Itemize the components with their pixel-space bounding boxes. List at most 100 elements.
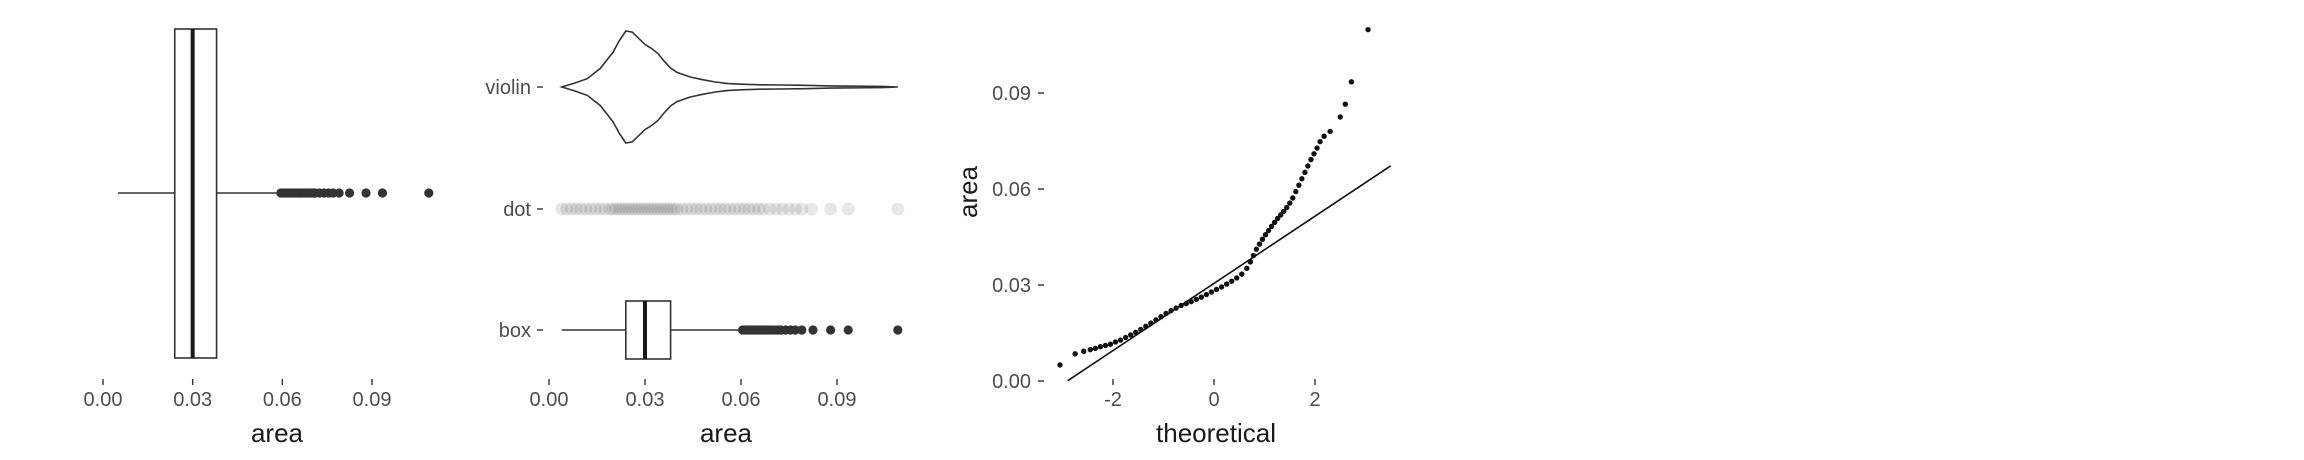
dot-point xyxy=(713,202,727,216)
dot-point xyxy=(584,202,598,216)
qq-point xyxy=(1122,334,1129,341)
dot-point xyxy=(891,202,905,216)
qq-point xyxy=(1287,200,1293,206)
dot-point xyxy=(769,202,783,216)
y-tick-label: 0.00 xyxy=(992,371,1031,393)
outlier-point xyxy=(377,188,388,198)
dot-point xyxy=(699,202,713,216)
y-tick-label: 0.09 xyxy=(992,83,1031,105)
qq-point xyxy=(1218,284,1225,290)
dot-point xyxy=(763,202,777,216)
qq-point xyxy=(1253,246,1260,252)
y-tick-label-dot: dot xyxy=(503,199,531,221)
qq-point xyxy=(1244,265,1250,272)
qq-point xyxy=(1262,232,1269,238)
x-tick-label: 0.06 xyxy=(263,389,302,411)
qq-point xyxy=(1234,275,1240,281)
dot-point xyxy=(660,202,674,216)
qq-point xyxy=(1314,145,1320,151)
dot-point xyxy=(651,202,665,216)
dot-point xyxy=(776,202,790,216)
dot-point xyxy=(675,202,689,216)
y-tick-label-violin: violin xyxy=(485,77,531,99)
qq-point xyxy=(1072,351,1078,357)
dot-point xyxy=(612,202,626,216)
x-tick-label: 0 xyxy=(1208,389,1219,411)
outlier-point xyxy=(361,188,371,198)
qq-point xyxy=(1112,339,1119,345)
qq-point xyxy=(1293,188,1299,195)
dot-point xyxy=(638,202,652,216)
y-tick-label: 0.03 xyxy=(992,275,1031,297)
qq-point xyxy=(1228,278,1235,284)
dot-point xyxy=(737,202,751,216)
outlier-point xyxy=(344,188,355,198)
qq-point xyxy=(1321,133,1327,139)
outlier-point xyxy=(843,325,853,335)
qq-point xyxy=(1327,128,1333,135)
qq-point xyxy=(1365,26,1371,33)
qq-point xyxy=(1337,114,1343,120)
y-tick-label: 0.06 xyxy=(992,179,1031,201)
panel-box: 0.00 0.03 0.06 0.09 area xyxy=(84,28,434,448)
qq-point xyxy=(1308,156,1314,163)
qq-point xyxy=(1138,326,1144,333)
dot-point xyxy=(564,202,578,216)
qq-point xyxy=(1299,176,1305,182)
dot-point xyxy=(625,202,639,216)
dot-point xyxy=(579,202,593,216)
qq-point xyxy=(1143,323,1149,329)
x-tick-label: 2 xyxy=(1309,389,1320,411)
dot-point xyxy=(560,202,574,216)
x-tick-label: 0.03 xyxy=(173,389,212,411)
qq-point xyxy=(1268,223,1275,230)
dot-point xyxy=(704,202,718,216)
panel-distribution: violin dot box 0.00 0.03 0.06 0.09 area xyxy=(485,30,905,448)
outlier-point xyxy=(790,325,801,335)
qq-point xyxy=(1148,320,1154,326)
dot-point xyxy=(708,202,722,216)
qq-point xyxy=(1239,271,1245,277)
qq-point xyxy=(1183,300,1189,307)
x-tick-label: 0.09 xyxy=(353,389,392,411)
qq-point xyxy=(1168,307,1174,314)
y-tick-label-box: box xyxy=(499,320,531,342)
qq-point xyxy=(1348,79,1355,85)
qq-point xyxy=(1158,313,1164,320)
qq-point xyxy=(1208,289,1215,295)
dot-point xyxy=(593,202,607,216)
x-axis-title: area xyxy=(251,418,304,448)
qq-point xyxy=(1259,236,1266,242)
dot-point xyxy=(689,202,703,216)
x-tick-label: 0.00 xyxy=(530,389,569,411)
panel-qq: 0.00 0.03 0.06 0.09 area -2 0 2 theoretical xyxy=(953,26,1392,448)
qq-point xyxy=(1087,346,1093,353)
violin-shape xyxy=(559,30,898,144)
qq-point xyxy=(1178,302,1184,309)
dot-point xyxy=(824,202,838,216)
qq-point xyxy=(1203,291,1210,298)
dot-point xyxy=(782,202,796,216)
qq-point xyxy=(1081,348,1087,354)
dot-point xyxy=(635,202,649,216)
qq-point xyxy=(1102,342,1109,349)
qq-point xyxy=(1302,169,1308,176)
dot-point xyxy=(588,202,602,216)
dot-point xyxy=(644,202,658,216)
qq-point xyxy=(1127,332,1134,338)
qq-point xyxy=(1107,341,1114,347)
dot-point xyxy=(680,202,694,216)
qq-point xyxy=(1280,208,1287,215)
x-tick-label: 0.03 xyxy=(626,389,665,411)
x-axis-title: area xyxy=(700,418,753,448)
qq-point xyxy=(1305,163,1311,169)
y-axis-title: area xyxy=(953,165,983,218)
dot-point xyxy=(804,202,818,216)
qq-point xyxy=(1173,305,1179,311)
x-axis-title: theoretical xyxy=(1156,418,1276,448)
dot-point xyxy=(555,202,569,216)
qq-point xyxy=(1198,294,1205,300)
qq-point xyxy=(1277,212,1284,218)
dot-point xyxy=(795,202,809,216)
